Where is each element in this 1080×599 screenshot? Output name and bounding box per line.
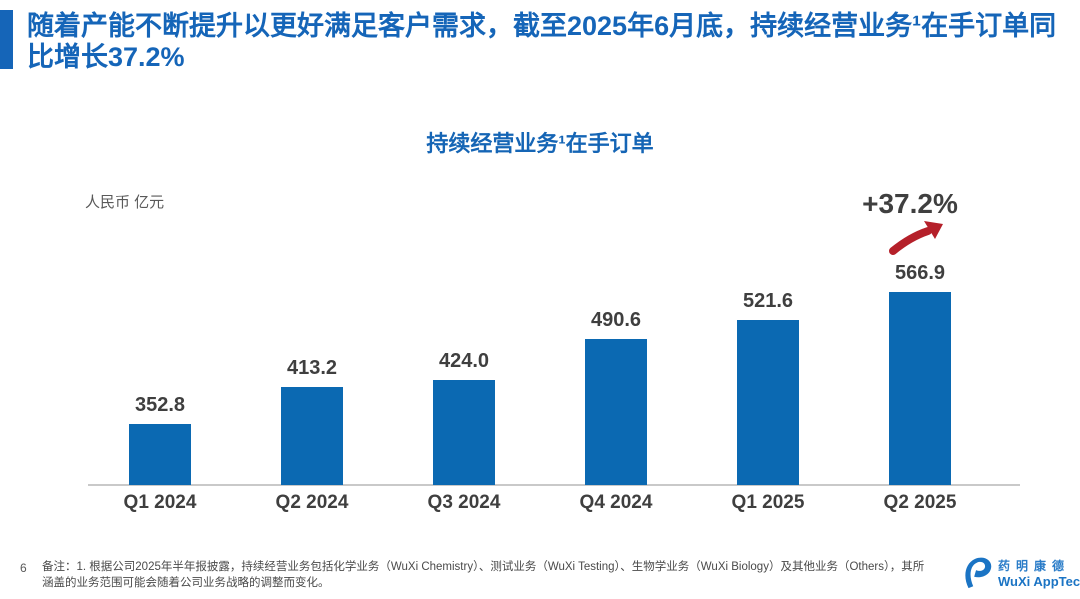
growth-arrow-icon (889, 221, 943, 255)
logo-en-name: WuXi AppTec (998, 574, 1080, 589)
bar (129, 424, 191, 485)
x-axis-label: Q2 2025 (883, 492, 957, 513)
title-accent-bar (0, 10, 13, 69)
growth-annotation: +37.2% (862, 188, 958, 219)
bar-plot: 352.8 Q1 2024 413.2 Q2 2024 424.0 Q3 2024 490.… (88, 230, 1020, 513)
bar (889, 292, 951, 485)
bar-value-label: 490.6 (590, 309, 642, 331)
logo-cn-name: 药明康德 (998, 559, 1071, 573)
slide-title-line: 比增长37.2% (27, 42, 185, 72)
bar-value-label: 352.8 (134, 394, 186, 416)
wuxi-apptec-logo: 药明康德 WuXi AppTec (960, 552, 1080, 594)
footnote-line: 涵盖的业务范围可能会随着公司业务战略的调整而变化。 (42, 577, 330, 589)
bar (281, 387, 343, 485)
page-number: 6 (20, 561, 27, 575)
chart-title: 持续经营业务¹在手订单 (426, 131, 654, 156)
slide-title: 随着产能不断提升以更好满足客户需求，截至2025年6月底，持续经营业务¹在手订单… (27, 11, 1069, 73)
x-axis-label: Q2 2024 (275, 492, 349, 513)
footnote-line: 备注：1. 根据公司2025年半年报披露，持续经营业务包括化学业务（WuXi C… (42, 561, 925, 573)
bar (585, 339, 647, 485)
slide-title-line: 随着产能不断提升以更好满足客户需求，截至2025年6月底，持续经营业务¹在手订单… (27, 11, 1057, 41)
footnote: 备注：1. 根据公司2025年半年报披露，持续经营业务包括化学业务（WuXi C… (42, 559, 952, 591)
bar (433, 380, 495, 485)
bar (737, 320, 799, 485)
bar-value-label: 566.9 (894, 262, 946, 284)
bar-value-label: 413.2 (286, 357, 338, 379)
x-axis-label: Q1 2024 (123, 492, 197, 513)
x-axis-line (88, 484, 1020, 486)
logo-p-icon (965, 557, 992, 589)
x-axis-label: Q3 2024 (427, 492, 501, 513)
y-axis-unit-label: 人民币 亿元 (85, 194, 165, 211)
bar-value-label: 521.6 (742, 290, 794, 312)
bar-value-label: 424.0 (438, 350, 490, 372)
x-axis-label: Q1 2025 (731, 492, 805, 513)
x-axis-label: Q4 2024 (579, 492, 653, 513)
